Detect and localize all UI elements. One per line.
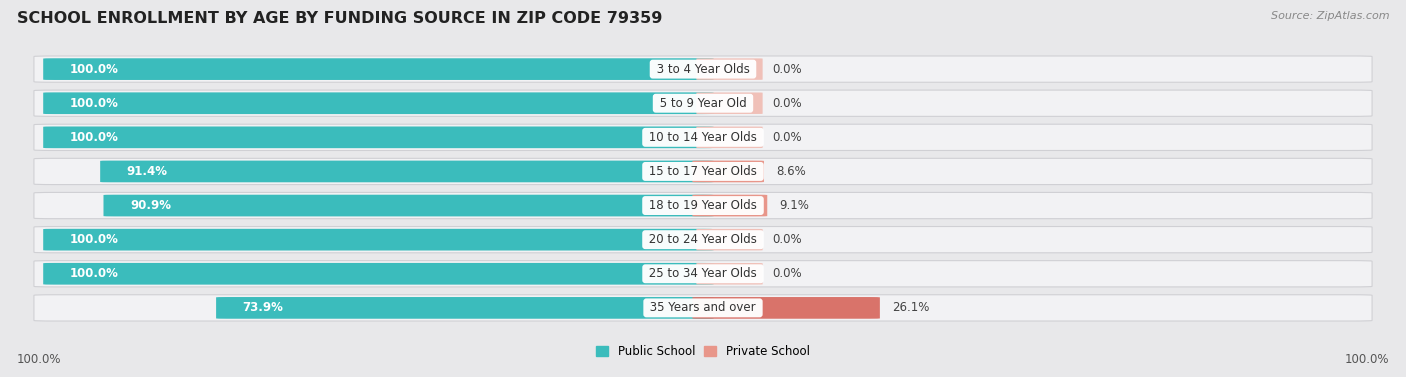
Text: 3 to 4 Year Olds: 3 to 4 Year Olds — [652, 63, 754, 76]
Text: 10 to 14 Year Olds: 10 to 14 Year Olds — [645, 131, 761, 144]
Legend: Public School, Private School: Public School, Private School — [592, 341, 814, 363]
FancyBboxPatch shape — [34, 192, 1372, 219]
FancyBboxPatch shape — [104, 195, 714, 216]
FancyBboxPatch shape — [696, 263, 762, 285]
Text: 0.0%: 0.0% — [772, 63, 801, 76]
FancyBboxPatch shape — [692, 297, 880, 319]
Text: 9.1%: 9.1% — [779, 199, 808, 212]
FancyBboxPatch shape — [44, 263, 714, 285]
Text: SCHOOL ENROLLMENT BY AGE BY FUNDING SOURCE IN ZIP CODE 79359: SCHOOL ENROLLMENT BY AGE BY FUNDING SOUR… — [17, 11, 662, 26]
FancyBboxPatch shape — [34, 295, 1372, 321]
FancyBboxPatch shape — [696, 127, 762, 148]
FancyBboxPatch shape — [44, 92, 714, 114]
Text: 20 to 24 Year Olds: 20 to 24 Year Olds — [645, 233, 761, 246]
FancyBboxPatch shape — [34, 90, 1372, 116]
FancyBboxPatch shape — [44, 58, 714, 80]
Text: 100.0%: 100.0% — [17, 353, 62, 366]
Text: 100.0%: 100.0% — [70, 63, 118, 76]
Text: 100.0%: 100.0% — [70, 131, 118, 144]
Text: 0.0%: 0.0% — [772, 131, 801, 144]
Text: 5 to 9 Year Old: 5 to 9 Year Old — [655, 97, 751, 110]
Text: 100.0%: 100.0% — [70, 97, 118, 110]
Text: 35 Years and over: 35 Years and over — [647, 301, 759, 314]
FancyBboxPatch shape — [100, 161, 714, 182]
Text: 91.4%: 91.4% — [127, 165, 167, 178]
Text: 100.0%: 100.0% — [70, 233, 118, 246]
FancyBboxPatch shape — [696, 92, 762, 114]
FancyBboxPatch shape — [217, 297, 714, 319]
Text: 26.1%: 26.1% — [891, 301, 929, 314]
Text: 15 to 17 Year Olds: 15 to 17 Year Olds — [645, 165, 761, 178]
Text: 0.0%: 0.0% — [772, 267, 801, 280]
Text: 0.0%: 0.0% — [772, 233, 801, 246]
FancyBboxPatch shape — [34, 158, 1372, 185]
FancyBboxPatch shape — [696, 229, 762, 250]
Text: 73.9%: 73.9% — [243, 301, 284, 314]
Text: 25 to 34 Year Olds: 25 to 34 Year Olds — [645, 267, 761, 280]
Text: 100.0%: 100.0% — [1344, 353, 1389, 366]
FancyBboxPatch shape — [34, 56, 1372, 82]
Text: 90.9%: 90.9% — [129, 199, 172, 212]
FancyBboxPatch shape — [44, 229, 714, 250]
FancyBboxPatch shape — [692, 195, 768, 216]
Text: 8.6%: 8.6% — [776, 165, 806, 178]
Text: 0.0%: 0.0% — [772, 97, 801, 110]
Text: 18 to 19 Year Olds: 18 to 19 Year Olds — [645, 199, 761, 212]
FancyBboxPatch shape — [44, 127, 714, 148]
FancyBboxPatch shape — [34, 261, 1372, 287]
Text: 100.0%: 100.0% — [70, 267, 118, 280]
FancyBboxPatch shape — [692, 161, 763, 182]
FancyBboxPatch shape — [696, 58, 762, 80]
Text: Source: ZipAtlas.com: Source: ZipAtlas.com — [1271, 11, 1389, 21]
FancyBboxPatch shape — [34, 227, 1372, 253]
FancyBboxPatch shape — [34, 124, 1372, 150]
